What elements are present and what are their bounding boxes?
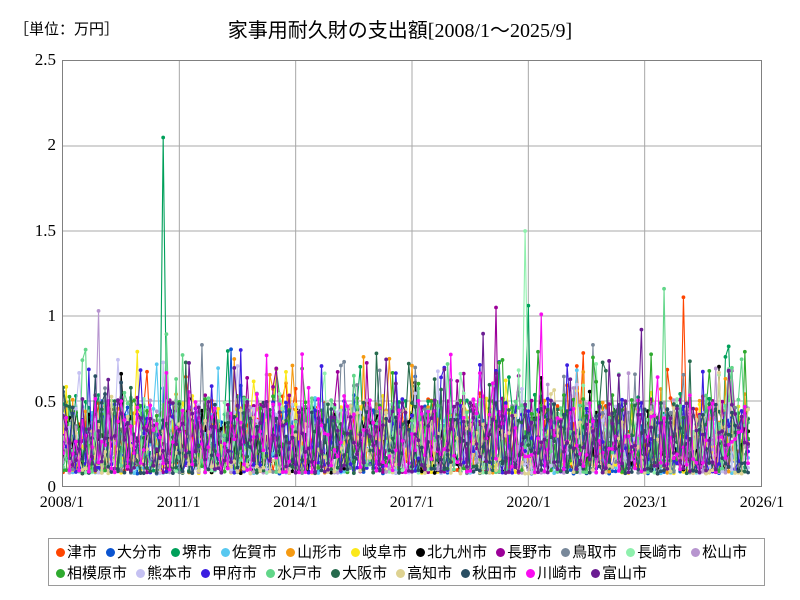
y-tick-label: 2.5 [34, 50, 56, 69]
legend-label: 熊本市 [147, 565, 193, 582]
legend-item-長崎市[interactable]: 長崎市 [626, 545, 682, 560]
x-tick-label: 2014/1 [273, 494, 318, 511]
legend-item-高知市[interactable]: 高知市 [396, 566, 452, 581]
legend-label: 堺市 [182, 544, 213, 561]
legend-label: 富山市 [602, 565, 648, 582]
legend-label: 秋田市 [472, 565, 518, 582]
legend-marker-icon [416, 548, 426, 557]
legend-marker-icon [396, 569, 406, 578]
legend-label: 長野市 [507, 544, 553, 561]
legend-marker-icon [331, 569, 341, 578]
legend-marker-icon [201, 569, 211, 578]
legend-item-松山市[interactable]: 松山市 [691, 545, 747, 560]
series-layer [63, 135, 750, 476]
legend-item-大分市[interactable]: 大分市 [106, 545, 162, 560]
legend-marker-icon [56, 548, 65, 557]
legend-marker-icon [221, 548, 231, 557]
legend-marker-icon [691, 548, 701, 557]
legend-label: 甲府市 [212, 565, 258, 582]
legend-label: 大分市 [117, 544, 163, 561]
legend-item-堺市[interactable]: 堺市 [171, 545, 212, 560]
legend-item-富山市[interactable]: 富山市 [591, 566, 647, 581]
x-tick-label: 2017/1 [389, 494, 435, 511]
legend-item-水戸市[interactable]: 水戸市 [266, 566, 322, 581]
legend-item-山形市[interactable]: 山形市 [286, 545, 342, 560]
legend-item-長野市[interactable]: 長野市 [496, 545, 552, 560]
legend-label: 津市 [67, 544, 98, 561]
legend-row: 相模原市 熊本市 甲府市 水戸市 大阪市 高知市 秋田市 川崎市 富山市 [56, 563, 759, 584]
legend-marker-icon [591, 569, 601, 578]
legend-marker-icon [266, 569, 276, 578]
legend-item-岐阜市[interactable]: 岐阜市 [351, 545, 407, 560]
legend-marker-icon [496, 548, 506, 557]
legend-label: 佐賀市 [232, 544, 278, 561]
legend-label: 鳥取市 [572, 544, 618, 561]
legend-item-大阪市[interactable]: 大阪市 [331, 566, 387, 581]
x-axis: 2008/1 2011/1 2014/1 2017/1 2020/1 2023/1 2026… [0, 494, 800, 518]
plot-svg [63, 61, 761, 486]
legend-marker-icon [106, 548, 116, 557]
legend-marker-icon [561, 548, 571, 557]
legend-label: 山形市 [297, 544, 343, 561]
y-tick-label: 1.5 [34, 220, 56, 240]
legend-item-佐賀市[interactable]: 佐賀市 [221, 545, 277, 560]
legend-label: 岐阜市 [362, 544, 408, 561]
legend-marker-icon [56, 569, 65, 578]
x-tick-label: 2011/1 [156, 494, 201, 511]
x-tick-label: 2026/1 [739, 494, 785, 511]
legend-item-相模原市[interactable]: 相模原市 [56, 566, 127, 581]
legend-marker-icon [171, 548, 181, 557]
legend-item-甲府市[interactable]: 甲府市 [201, 566, 257, 581]
legend-label: 水戸市 [277, 565, 323, 582]
x-tick-label: 2008/1 [39, 494, 85, 511]
y-axis: 2.5 2 1.5 1 0.5 0 [0, 0, 56, 600]
y-tick-label: 1 [47, 306, 57, 326]
legend-item-川崎市[interactable]: 川崎市 [526, 566, 582, 581]
legend-label: 大阪市 [342, 565, 388, 582]
legend-marker-icon [461, 569, 471, 578]
legend-label: 高知市 [407, 565, 453, 582]
legend-label: 川崎市 [537, 565, 583, 582]
legend-item-北九州市[interactable]: 北九州市 [416, 545, 487, 560]
legend-label: 北九州市 [427, 544, 488, 561]
legend-label: 相模原市 [67, 565, 128, 582]
legend-item-鳥取市[interactable]: 鳥取市 [561, 545, 617, 560]
legend-marker-icon [351, 548, 361, 557]
legend-label: 松山市 [702, 544, 748, 561]
legend-item-津市[interactable]: 津市 [56, 545, 97, 560]
legend-row: 津市 大分市 堺市 佐賀市 山形市 岐阜市 北九州市 長野市 鳥取市 長崎市 松山市 [56, 542, 759, 563]
x-tick-label: 2023/1 [623, 494, 668, 511]
legend: 津市 大分市 堺市 佐賀市 山形市 岐阜市 北九州市 長野市 鳥取市 長崎市 松山市相模原市 熊本市 甲… [48, 538, 765, 586]
legend-item-秋田市[interactable]: 秋田市 [461, 566, 517, 581]
plot-area [62, 60, 762, 487]
unit-label: ［単位：万円］ [14, 22, 120, 38]
y-tick-label: 2 [47, 135, 57, 155]
x-tick-label: 2020/1 [506, 494, 551, 511]
legend-marker-icon [626, 548, 636, 557]
legend-item-熊本市[interactable]: 熊本市 [136, 566, 192, 581]
y-tick-label: 0 [47, 477, 57, 496]
data-series [63, 327, 750, 475]
y-tick-label: 0.5 [34, 391, 56, 411]
legend-label: 長崎市 [637, 544, 683, 561]
legend-marker-icon [136, 569, 146, 578]
legend-marker-icon [526, 569, 536, 578]
page-title: 家事用耐久財の支出額[2008/1～2025/9] [227, 20, 573, 42]
legend-marker-icon [286, 548, 296, 557]
